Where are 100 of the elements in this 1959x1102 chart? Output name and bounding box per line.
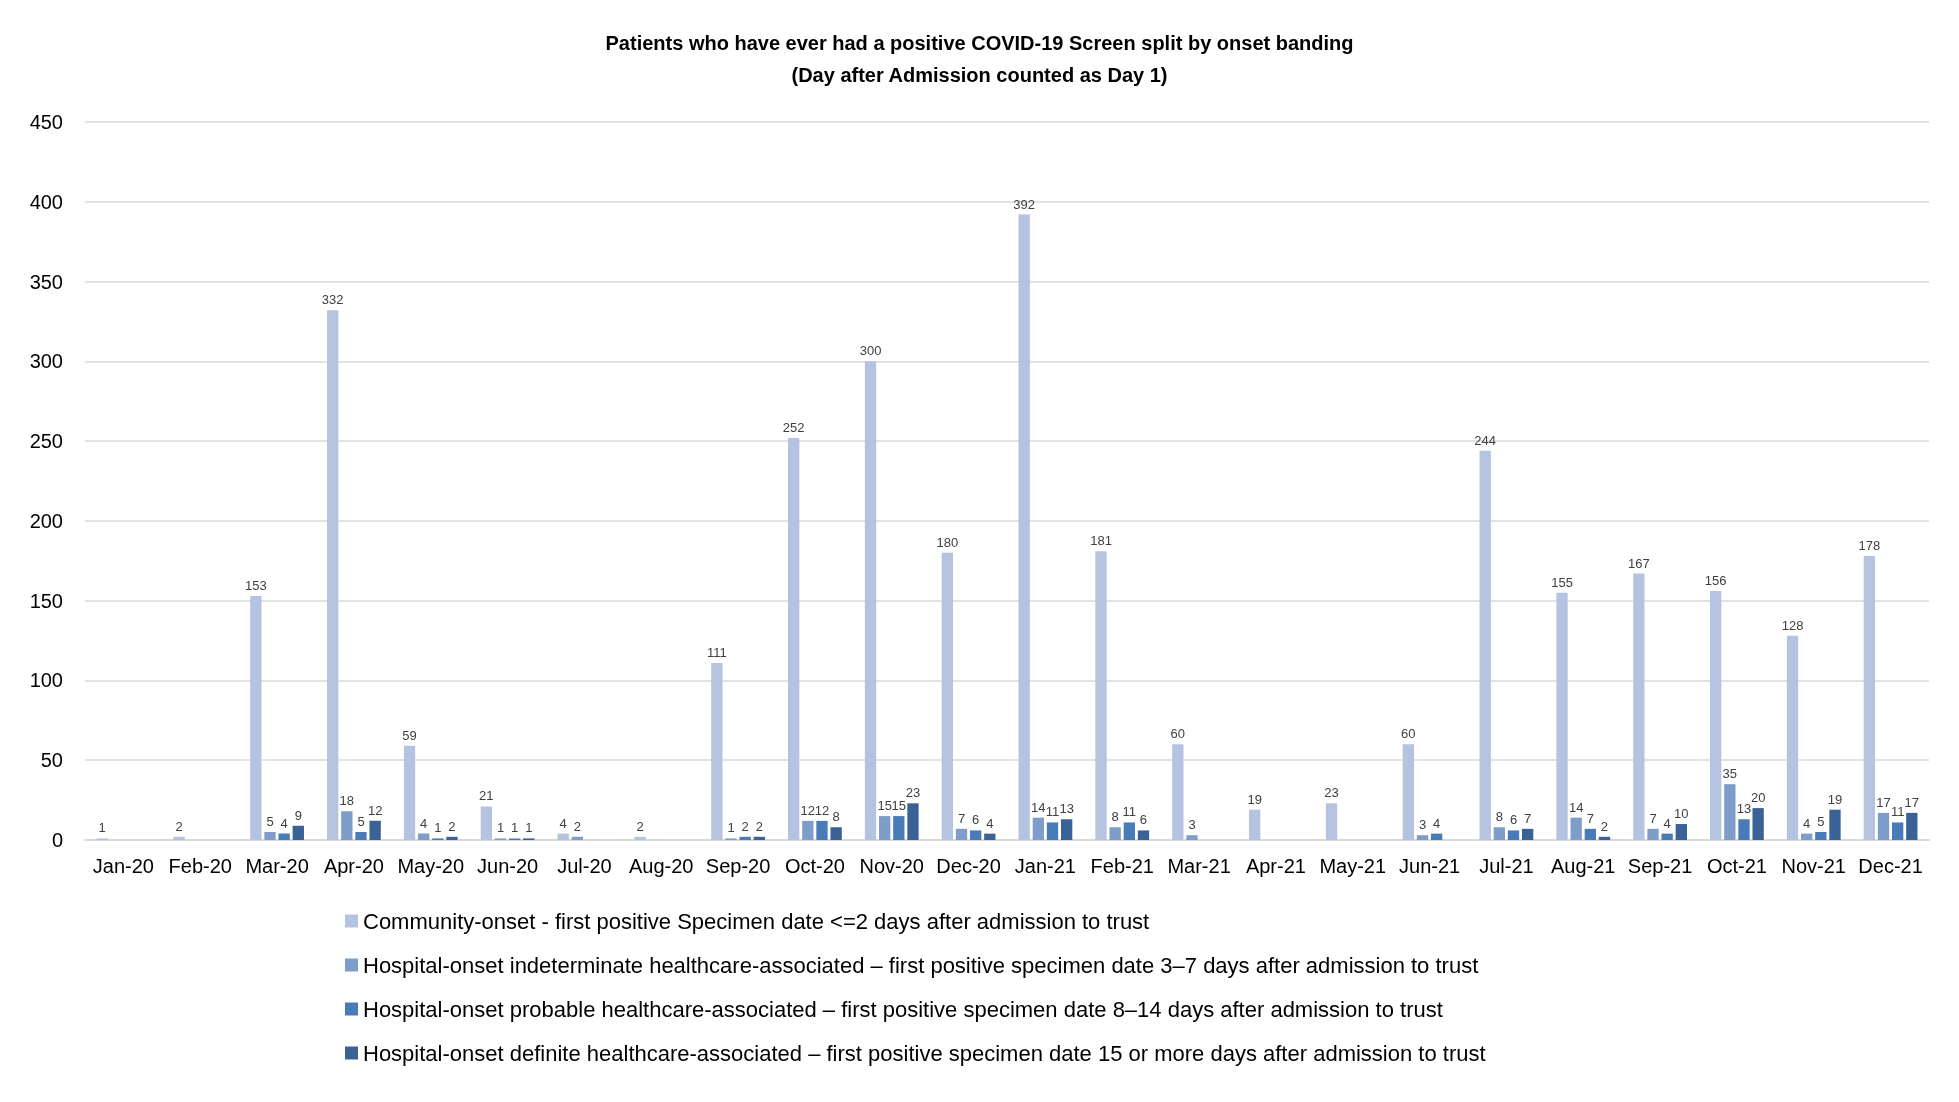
data-label: 244 bbox=[1474, 432, 1497, 448]
bar bbox=[816, 820, 828, 840]
data-label: 4 bbox=[280, 815, 288, 831]
x-tick-label: Jul-21 bbox=[1479, 855, 1534, 877]
data-label: 1 bbox=[525, 820, 533, 836]
bar bbox=[1892, 822, 1904, 840]
data-label: 60 bbox=[1401, 726, 1416, 742]
x-tick-label: Sep-20 bbox=[705, 855, 771, 877]
x-tick-label: Sep-21 bbox=[1627, 855, 1693, 877]
bar bbox=[1521, 828, 1534, 840]
data-label: 11 bbox=[1890, 804, 1905, 820]
x-tick-label: Apr-20 bbox=[323, 855, 384, 877]
data-label: 13 bbox=[1736, 801, 1752, 817]
data-label: 12 bbox=[367, 802, 383, 818]
data-label: 332 bbox=[321, 292, 344, 308]
x-tick-label: Aug-20 bbox=[629, 855, 694, 877]
bar bbox=[634, 836, 646, 840]
bar bbox=[907, 803, 919, 840]
data-label: 4 bbox=[986, 815, 994, 831]
x-tick-label: Dec-20 bbox=[936, 855, 1001, 877]
x-tick-label: Jun-20 bbox=[477, 855, 539, 877]
y-tick-label: 300 bbox=[29, 350, 63, 373]
bar bbox=[327, 310, 339, 840]
x-tick-label: Jun-21 bbox=[1399, 855, 1461, 877]
bar bbox=[446, 836, 458, 840]
bar bbox=[278, 833, 290, 840]
data-label: 128 bbox=[1781, 617, 1804, 633]
data-label: 4 bbox=[1803, 815, 1811, 831]
bar bbox=[864, 361, 877, 840]
bar bbox=[955, 828, 968, 840]
data-label: 1 bbox=[496, 820, 505, 836]
bar bbox=[403, 745, 416, 840]
y-tick-label: 200 bbox=[29, 509, 63, 532]
data-label: 12 bbox=[814, 802, 830, 818]
bar bbox=[1752, 808, 1764, 840]
data-label: 15 bbox=[877, 798, 892, 814]
data-label: 4 bbox=[420, 815, 428, 831]
data-label: 18 bbox=[339, 793, 355, 809]
data-label: 14 bbox=[1031, 799, 1046, 815]
y-tick-label: 350 bbox=[29, 270, 63, 293]
data-label: 21 bbox=[479, 788, 494, 804]
bar bbox=[1815, 832, 1827, 840]
bar bbox=[1598, 836, 1611, 840]
data-label: 156 bbox=[1704, 573, 1727, 589]
bar bbox=[739, 836, 751, 840]
data-label: 1 bbox=[511, 820, 519, 836]
data-label: 4 bbox=[1663, 815, 1671, 831]
x-tick-label: Nov-21 bbox=[1781, 855, 1846, 877]
data-label: 11 bbox=[1122, 804, 1137, 820]
data-label: 12 bbox=[800, 802, 816, 818]
x-tick-label: Jan-20 bbox=[92, 855, 154, 877]
y-tick-label: 0 bbox=[51, 829, 63, 851]
data-label: 7 bbox=[1524, 810, 1532, 826]
data-label: 23 bbox=[905, 785, 921, 801]
bar bbox=[250, 595, 262, 840]
data-label: 4 bbox=[1433, 815, 1441, 831]
legend-label: Hospital-onset indeterminate healthcare-associated – first positive specimen date 3–7 days after admission to trust bbox=[363, 952, 1479, 978]
bar bbox=[369, 820, 381, 840]
data-label: 5 bbox=[357, 814, 365, 830]
data-label: 252 bbox=[782, 419, 805, 435]
bar bbox=[1863, 555, 1876, 840]
bar bbox=[1109, 827, 1121, 840]
bar bbox=[173, 836, 185, 840]
bar bbox=[1786, 635, 1799, 840]
bar bbox=[355, 832, 367, 840]
bar bbox=[1661, 833, 1673, 840]
x-tick-label: Mar-21 bbox=[1167, 855, 1231, 877]
x-tick-label: May-20 bbox=[397, 855, 465, 877]
x-tick-label: Jul-20 bbox=[557, 855, 612, 877]
data-label: 3 bbox=[1188, 817, 1196, 833]
data-label: 167 bbox=[1628, 555, 1650, 571]
bar bbox=[1633, 573, 1645, 840]
y-tick-label: 100 bbox=[29, 669, 63, 692]
bar bbox=[1724, 784, 1736, 840]
x-tick-label: Oct-21 bbox=[1706, 855, 1767, 877]
bar bbox=[1493, 827, 1505, 840]
data-label: 2 bbox=[741, 818, 749, 834]
data-label: 7 bbox=[1649, 810, 1657, 826]
data-label: 9 bbox=[294, 807, 302, 823]
bar bbox=[1325, 803, 1338, 840]
data-label: 2 bbox=[573, 818, 581, 834]
bar bbox=[557, 833, 569, 840]
bar bbox=[1431, 833, 1443, 840]
data-label: 2 bbox=[1600, 818, 1609, 834]
data-label: 111 bbox=[706, 644, 727, 660]
data-label: 153 bbox=[245, 577, 267, 593]
bar bbox=[1801, 833, 1813, 840]
data-label: 4 bbox=[559, 815, 567, 831]
bar bbox=[418, 833, 430, 840]
x-tick-label: Jan-21 bbox=[1014, 855, 1076, 877]
y-tick-label: 250 bbox=[29, 430, 63, 453]
bar bbox=[1032, 817, 1044, 840]
data-label: 8 bbox=[1111, 809, 1119, 825]
bar bbox=[1416, 835, 1429, 840]
bar bbox=[1906, 812, 1918, 840]
bar bbox=[1584, 828, 1596, 840]
data-label: 35 bbox=[1722, 766, 1738, 782]
x-tick-label: May-21 bbox=[1319, 855, 1387, 877]
bar bbox=[1060, 819, 1073, 840]
data-label: 3 bbox=[1418, 817, 1427, 833]
